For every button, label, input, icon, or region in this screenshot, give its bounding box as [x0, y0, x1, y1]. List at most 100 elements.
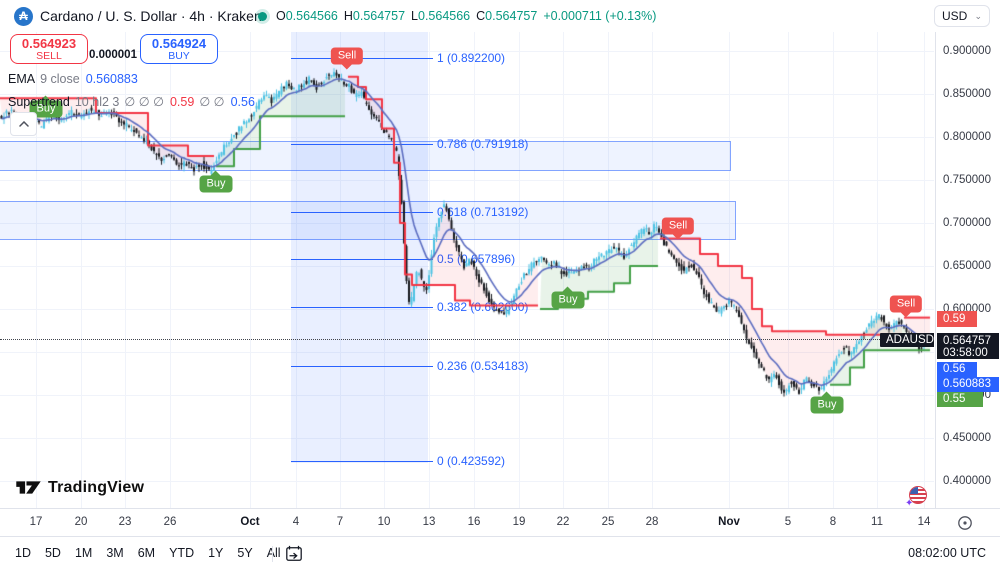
price-badge: 0.55	[937, 392, 983, 407]
date-range-buttons: 1D 5D 1M 3M 6M YTD 1Y 5Y All	[8, 538, 288, 564]
symbol-header: ₳ Cardano / U. S. Dollar · 4h · Kraken O…	[0, 0, 1000, 32]
time-tick: Nov	[718, 516, 740, 528]
time-tick: 17	[29, 516, 43, 528]
time-tick: 10	[377, 516, 391, 528]
range-button-5y[interactable]: 5Y	[237, 546, 253, 560]
time-tick: 16	[467, 516, 481, 528]
ohlc-label: C	[476, 9, 486, 23]
time-tick: 8	[829, 516, 837, 528]
legend-collapse-button[interactable]	[10, 112, 37, 136]
toolbar-divider	[272, 546, 273, 562]
range-button-1m[interactable]: 1M	[74, 546, 93, 560]
price-tick: 0.400000	[943, 475, 991, 487]
signal-sell-marker[interactable]: Sell	[330, 47, 364, 70]
time-tick: 11	[871, 516, 883, 528]
ohlc-values: O0.564566 H0.564757 L0.564566 C0.564757 +0.0…	[276, 9, 662, 23]
price-tick: 0.450000	[943, 432, 991, 444]
time-tick: 28	[645, 516, 659, 528]
signal-sell-marker[interactable]: Sell	[661, 217, 695, 240]
supertrend-name: Supertrend	[8, 95, 70, 109]
price-badge: 0.56	[937, 362, 977, 377]
buy-price: 0.564924	[151, 35, 207, 51]
sell-quote-button[interactable]: 0.564923 SELL	[10, 34, 88, 64]
price-tick: 0.900000	[943, 45, 991, 57]
range-button-1d[interactable]: 1D	[15, 546, 31, 560]
signal-sell-marker[interactable]: Sell	[889, 295, 923, 318]
chart-plot-area[interactable]: 1 (0.892200)0.786 (0.791918)0.618 (0.713…	[0, 0, 934, 508]
supertrend-blue-value: 0.56	[230, 95, 255, 109]
time-tick: Oct	[240, 516, 260, 528]
range-button-ytd[interactable]: YTD	[169, 546, 195, 560]
price-badge: 0.59	[937, 311, 977, 327]
range-button-3m[interactable]: 3M	[106, 546, 124, 560]
ohlc-value: 0.564757	[485, 9, 538, 23]
ohlc-label: H	[343, 9, 353, 23]
currency-selected: USD	[942, 9, 968, 23]
price-tick: 0.750000	[943, 174, 991, 186]
ohlc-value: 0.564757	[352, 9, 406, 23]
time-tick: 23	[118, 516, 132, 528]
ema-value: 0.560883	[85, 72, 138, 86]
go-to-date-icon[interactable]	[284, 545, 304, 563]
ohlc-label: O	[276, 9, 286, 23]
price-tick: 0.850000	[943, 88, 991, 100]
buy-label: BUY	[168, 49, 190, 62]
us-flag-circle	[909, 486, 927, 504]
price-axis[interactable]: 0.900000 0.850000 0.800000 0.750000 0.700000…	[935, 32, 1000, 508]
market-status-icon[interactable]	[258, 12, 267, 21]
time-tick: 14	[917, 516, 931, 528]
current-price-line	[0, 339, 934, 341]
cardano-logo-icon[interactable]: ₳	[14, 7, 33, 26]
sell-label: SELL	[36, 49, 62, 62]
time-tick: 13	[422, 516, 436, 528]
ohlc-value: 0.564566	[285, 9, 338, 23]
time-tick: 20	[74, 516, 88, 528]
tradingview-logo-icon	[16, 481, 41, 494]
range-button-5d[interactable]: 5D	[44, 546, 61, 560]
supertrend-empty-values-2: ∅ ∅	[199, 95, 225, 109]
legend-ema-row[interactable]: EMA 9 close 0.560883	[8, 72, 138, 86]
sell-price: 0.564923	[21, 35, 77, 51]
time-tick: 5	[784, 516, 792, 528]
time-tick: 22	[556, 516, 570, 528]
us-flag-canton	[910, 487, 918, 494]
range-button-6m[interactable]: 6M	[137, 546, 156, 560]
tradingview-logo[interactable]: TradingView	[16, 478, 144, 497]
currency-selector[interactable]: USD ⌄	[934, 5, 990, 27]
time-tick: 19	[512, 516, 526, 528]
utc-clock[interactable]: 08:02:00 UTC	[908, 546, 986, 560]
signal-buy-marker[interactable]: Buy	[29, 95, 63, 118]
time-tick: 4	[292, 516, 300, 528]
ema-name: EMA	[8, 72, 36, 86]
legend-supertrend-row[interactable]: Supertrend 10 hl2 3 ∅ ∅ ∅ 0.59 ∅ ∅ 0.56	[8, 94, 255, 109]
time-axis[interactable]: 17 20 23 26 Oct 4 7 10 13 16 19 22 25 28 Nov 5 8 11 14	[0, 508, 1000, 537]
signal-buy-marker[interactable]: Buy	[551, 286, 585, 309]
supertrend-empty-values: ∅ ∅ ∅	[124, 95, 164, 109]
price-tick: 0.700000	[943, 217, 991, 229]
signal-buy-marker[interactable]: Buy	[199, 170, 233, 193]
chevron-down-icon: ⌄	[974, 10, 982, 21]
ohlc-value: 0.564566	[418, 9, 471, 23]
time-tick: 25	[601, 516, 615, 528]
price-tick: 0.650000	[943, 260, 991, 272]
supertrend-params: 10 hl2 3	[74, 95, 120, 109]
symbol-price-label: ADAUSD	[880, 333, 934, 347]
economic-event-us-flag-icon[interactable]: ✦	[905, 486, 928, 509]
bar-countdown: 03:58:00	[943, 347, 988, 359]
last-price-badge: 0.564757 03:58:00	[937, 333, 999, 359]
last-price-value: 0.564757	[943, 335, 991, 347]
symbol-title[interactable]: Cardano / U. S. Dollar · 4h · Kraken	[40, 8, 262, 24]
candlestick-canvas[interactable]	[0, 0, 934, 508]
event-spark-icon: ✦	[905, 498, 914, 509]
range-button-all[interactable]: All	[266, 546, 281, 560]
price-tick: 0.800000	[943, 131, 991, 143]
range-button-1y[interactable]: 1Y	[208, 546, 224, 560]
time-tick: 26	[163, 516, 177, 528]
bottom-toolbar: 1D 5D 1M 3M 6M YTD 1Y 5Y All 08:02:00 UTC	[0, 536, 1000, 570]
signal-buy-marker[interactable]: Buy	[810, 391, 844, 414]
buy-quote-button[interactable]: 0.564924 BUY	[140, 34, 218, 64]
chevron-up-icon	[18, 121, 29, 127]
time-axis-settings-icon[interactable]	[956, 514, 974, 532]
ema-params: 9 close	[40, 72, 80, 86]
